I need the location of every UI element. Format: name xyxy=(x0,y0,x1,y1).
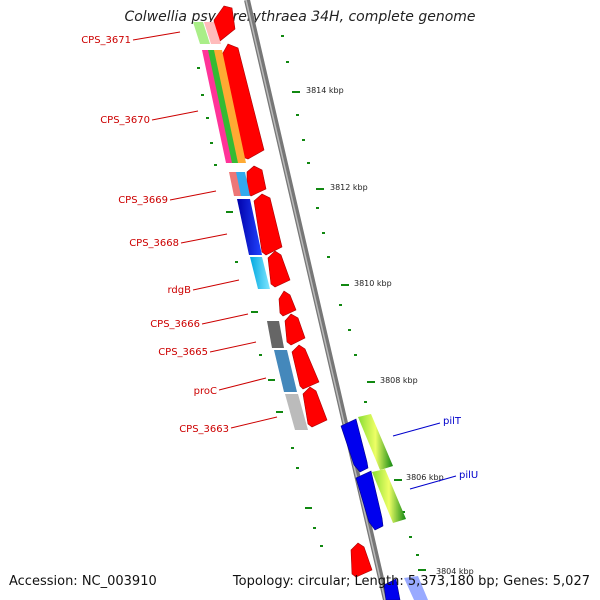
gene-arrow-cps3663 xyxy=(302,386,328,428)
leader-cps3671 xyxy=(132,31,181,41)
gene-label-pilt: pilT xyxy=(443,416,462,427)
leader-pilt xyxy=(392,422,441,437)
leader-proc xyxy=(218,377,267,391)
cog-block-cps3671-b xyxy=(204,22,221,44)
gene-label-pilu: pilU xyxy=(459,470,478,481)
leader-cps3666 xyxy=(201,313,249,325)
gene-arrow-cps3665 xyxy=(284,313,306,346)
kbp-tick-3814: 3814 kbp xyxy=(306,86,344,95)
cog-block-pilu xyxy=(372,469,406,523)
kbp-tick-3808: 3808 kbp xyxy=(380,376,418,385)
cog-block-cps3666 xyxy=(267,321,284,348)
leader-cps3668 xyxy=(180,233,228,244)
topology-summary: Topology: circular; Length: 5,373,180 bp… xyxy=(232,574,590,589)
cog-blocks xyxy=(193,22,308,430)
cog-block-cps3669-b xyxy=(236,172,250,196)
right-labels: pilT pilU xyxy=(392,416,478,490)
gene-label-cps3671: CPS_3671 xyxy=(81,35,131,46)
gene-label-cps3669: CPS_3669 xyxy=(118,195,168,206)
cog-block-cps3669 xyxy=(229,172,243,196)
gene-arrow-cps3666 xyxy=(278,290,297,317)
leader-cps3665 xyxy=(209,341,257,353)
gene-label-proc: proC xyxy=(194,386,217,397)
leader-rdgb xyxy=(192,279,240,291)
gene-label-cps3663: CPS_3663 xyxy=(179,424,229,435)
left-labels: CPS_3671 CPS_3670 CPS_3669 CPS_3668 rdgB… xyxy=(81,31,278,435)
cog-block-cps3665 xyxy=(274,350,297,392)
kbp-tick-3806: 3806 kbp xyxy=(406,473,444,482)
gene-arrow-rdgb xyxy=(267,250,291,288)
gene-label-rdgb: rdgB xyxy=(168,285,192,296)
kbp-tick-3804: 3804 kbp xyxy=(436,567,474,576)
gene-label-cps3665: CPS_3665 xyxy=(158,347,208,358)
cog-block-cps3671 xyxy=(193,22,210,44)
gene-arrow-proc xyxy=(291,344,320,390)
leader-cps3670 xyxy=(151,110,199,121)
gene-label-cps3670: CPS_3670 xyxy=(100,115,150,126)
cog-block-pilt xyxy=(358,414,393,470)
gene-label-cps3666: CPS_3666 xyxy=(150,319,200,330)
gene-arrow-cps3668 xyxy=(253,193,283,256)
leader-cps3669 xyxy=(169,190,217,201)
cog-block-cps3670-c xyxy=(214,50,246,163)
inner-ruler xyxy=(197,67,323,547)
leader-pilu xyxy=(409,475,457,490)
cog-blocks-right xyxy=(358,414,428,600)
genome-title: Colwellia psychrerythraea 34H, complete … xyxy=(124,9,476,25)
gene-arrow-pilt xyxy=(340,418,369,473)
cog-block-cps3663 xyxy=(285,394,308,430)
outer-ruler xyxy=(281,35,426,571)
cog-block-bottom xyxy=(404,576,428,600)
leader-cps3663 xyxy=(230,416,278,429)
gene-arrow-pilu xyxy=(355,470,384,531)
gene-arrow-bottom xyxy=(383,578,401,600)
gene-arrows-blue xyxy=(340,418,401,600)
backbone-highlight xyxy=(245,0,386,600)
gene-arrow-lower xyxy=(350,542,373,578)
kbp-tick-3810: 3810 kbp xyxy=(354,279,392,288)
accession-text: Accession: NC_003910 xyxy=(9,574,157,589)
cog-block-rdgb xyxy=(250,257,270,289)
kbp-tick-3812: 3812 kbp xyxy=(330,183,368,192)
gene-label-cps3668: CPS_3668 xyxy=(129,238,179,249)
gene-arrow-cps3669 xyxy=(246,165,267,197)
cog-block-cps3668 xyxy=(237,199,262,255)
